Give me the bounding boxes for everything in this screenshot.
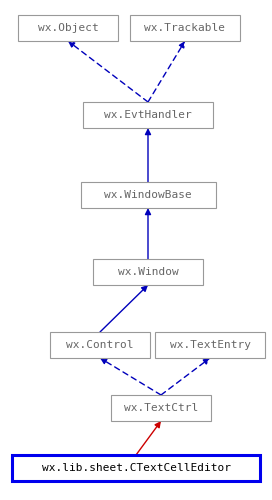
FancyBboxPatch shape xyxy=(155,332,265,358)
Text: wx.TextCtrl: wx.TextCtrl xyxy=(124,403,198,413)
FancyBboxPatch shape xyxy=(93,259,203,285)
FancyBboxPatch shape xyxy=(130,15,240,41)
Text: wx.Trackable: wx.Trackable xyxy=(144,23,225,33)
FancyBboxPatch shape xyxy=(111,395,211,421)
Text: wx.Control: wx.Control xyxy=(66,340,134,350)
FancyBboxPatch shape xyxy=(50,332,150,358)
Text: wx.Object: wx.Object xyxy=(38,23,98,33)
Text: wx.Window: wx.Window xyxy=(118,267,178,277)
Text: wx.lib.sheet.CTextCellEditor: wx.lib.sheet.CTextCellEditor xyxy=(42,463,230,473)
FancyBboxPatch shape xyxy=(83,102,213,128)
FancyBboxPatch shape xyxy=(81,182,215,208)
Text: wx.EvtHandler: wx.EvtHandler xyxy=(104,110,192,120)
FancyBboxPatch shape xyxy=(12,455,260,481)
Text: wx.WindowBase: wx.WindowBase xyxy=(104,190,192,200)
Text: wx.TextEntry: wx.TextEntry xyxy=(169,340,251,350)
FancyBboxPatch shape xyxy=(18,15,118,41)
